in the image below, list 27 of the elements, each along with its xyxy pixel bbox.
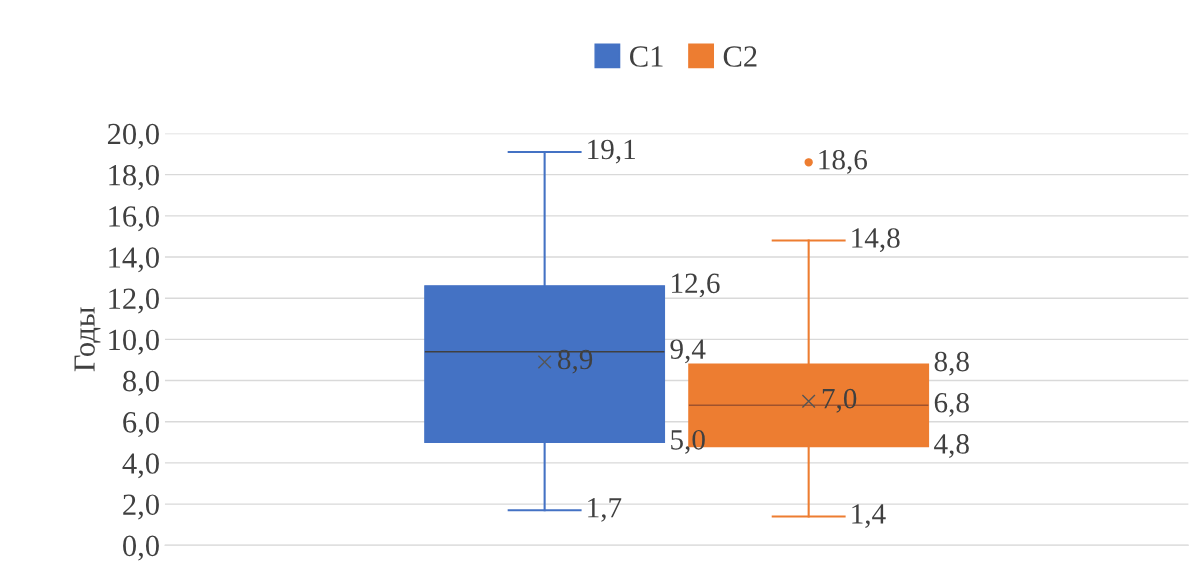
y-tick-label: 8,0 xyxy=(123,370,159,396)
annotation: 12,6 xyxy=(672,273,720,298)
annotation: 4,8 xyxy=(934,434,969,458)
y-tick-label: 16,0 xyxy=(109,206,159,232)
annotation: 8,9 xyxy=(558,349,593,374)
y-tick-label: 10,0 xyxy=(109,329,159,355)
annotation: 14,8 xyxy=(852,228,900,253)
legend-label: C2 xyxy=(723,46,757,67)
y-tick-label: 0,0 xyxy=(123,535,159,561)
y-tick-label: 6,0 xyxy=(123,412,159,438)
y-tick-label: 2,0 xyxy=(123,494,159,520)
y-tick-label: 18,0 xyxy=(109,164,159,190)
annotation: 9,4 xyxy=(670,339,706,364)
y-tick-label: 20,0 xyxy=(107,123,159,149)
annotation: 6,8 xyxy=(934,392,969,417)
annotation: 1,4 xyxy=(852,504,886,528)
annotation: 7,0 xyxy=(822,388,857,413)
annotation: 5,0 xyxy=(671,429,705,454)
annotation: 1,7 xyxy=(588,498,622,522)
annotation: 19,1 xyxy=(588,139,635,164)
annotation: 18,6 xyxy=(819,149,868,174)
y-tick-label: 14,0 xyxy=(109,247,159,273)
y-tick-label: 4,0 xyxy=(122,453,159,479)
legend-label: C1 xyxy=(630,46,663,67)
annotation: 8,8 xyxy=(934,351,969,376)
y-axis-title: Годы xyxy=(74,307,101,372)
y-tick-label: 12,0 xyxy=(109,288,159,314)
